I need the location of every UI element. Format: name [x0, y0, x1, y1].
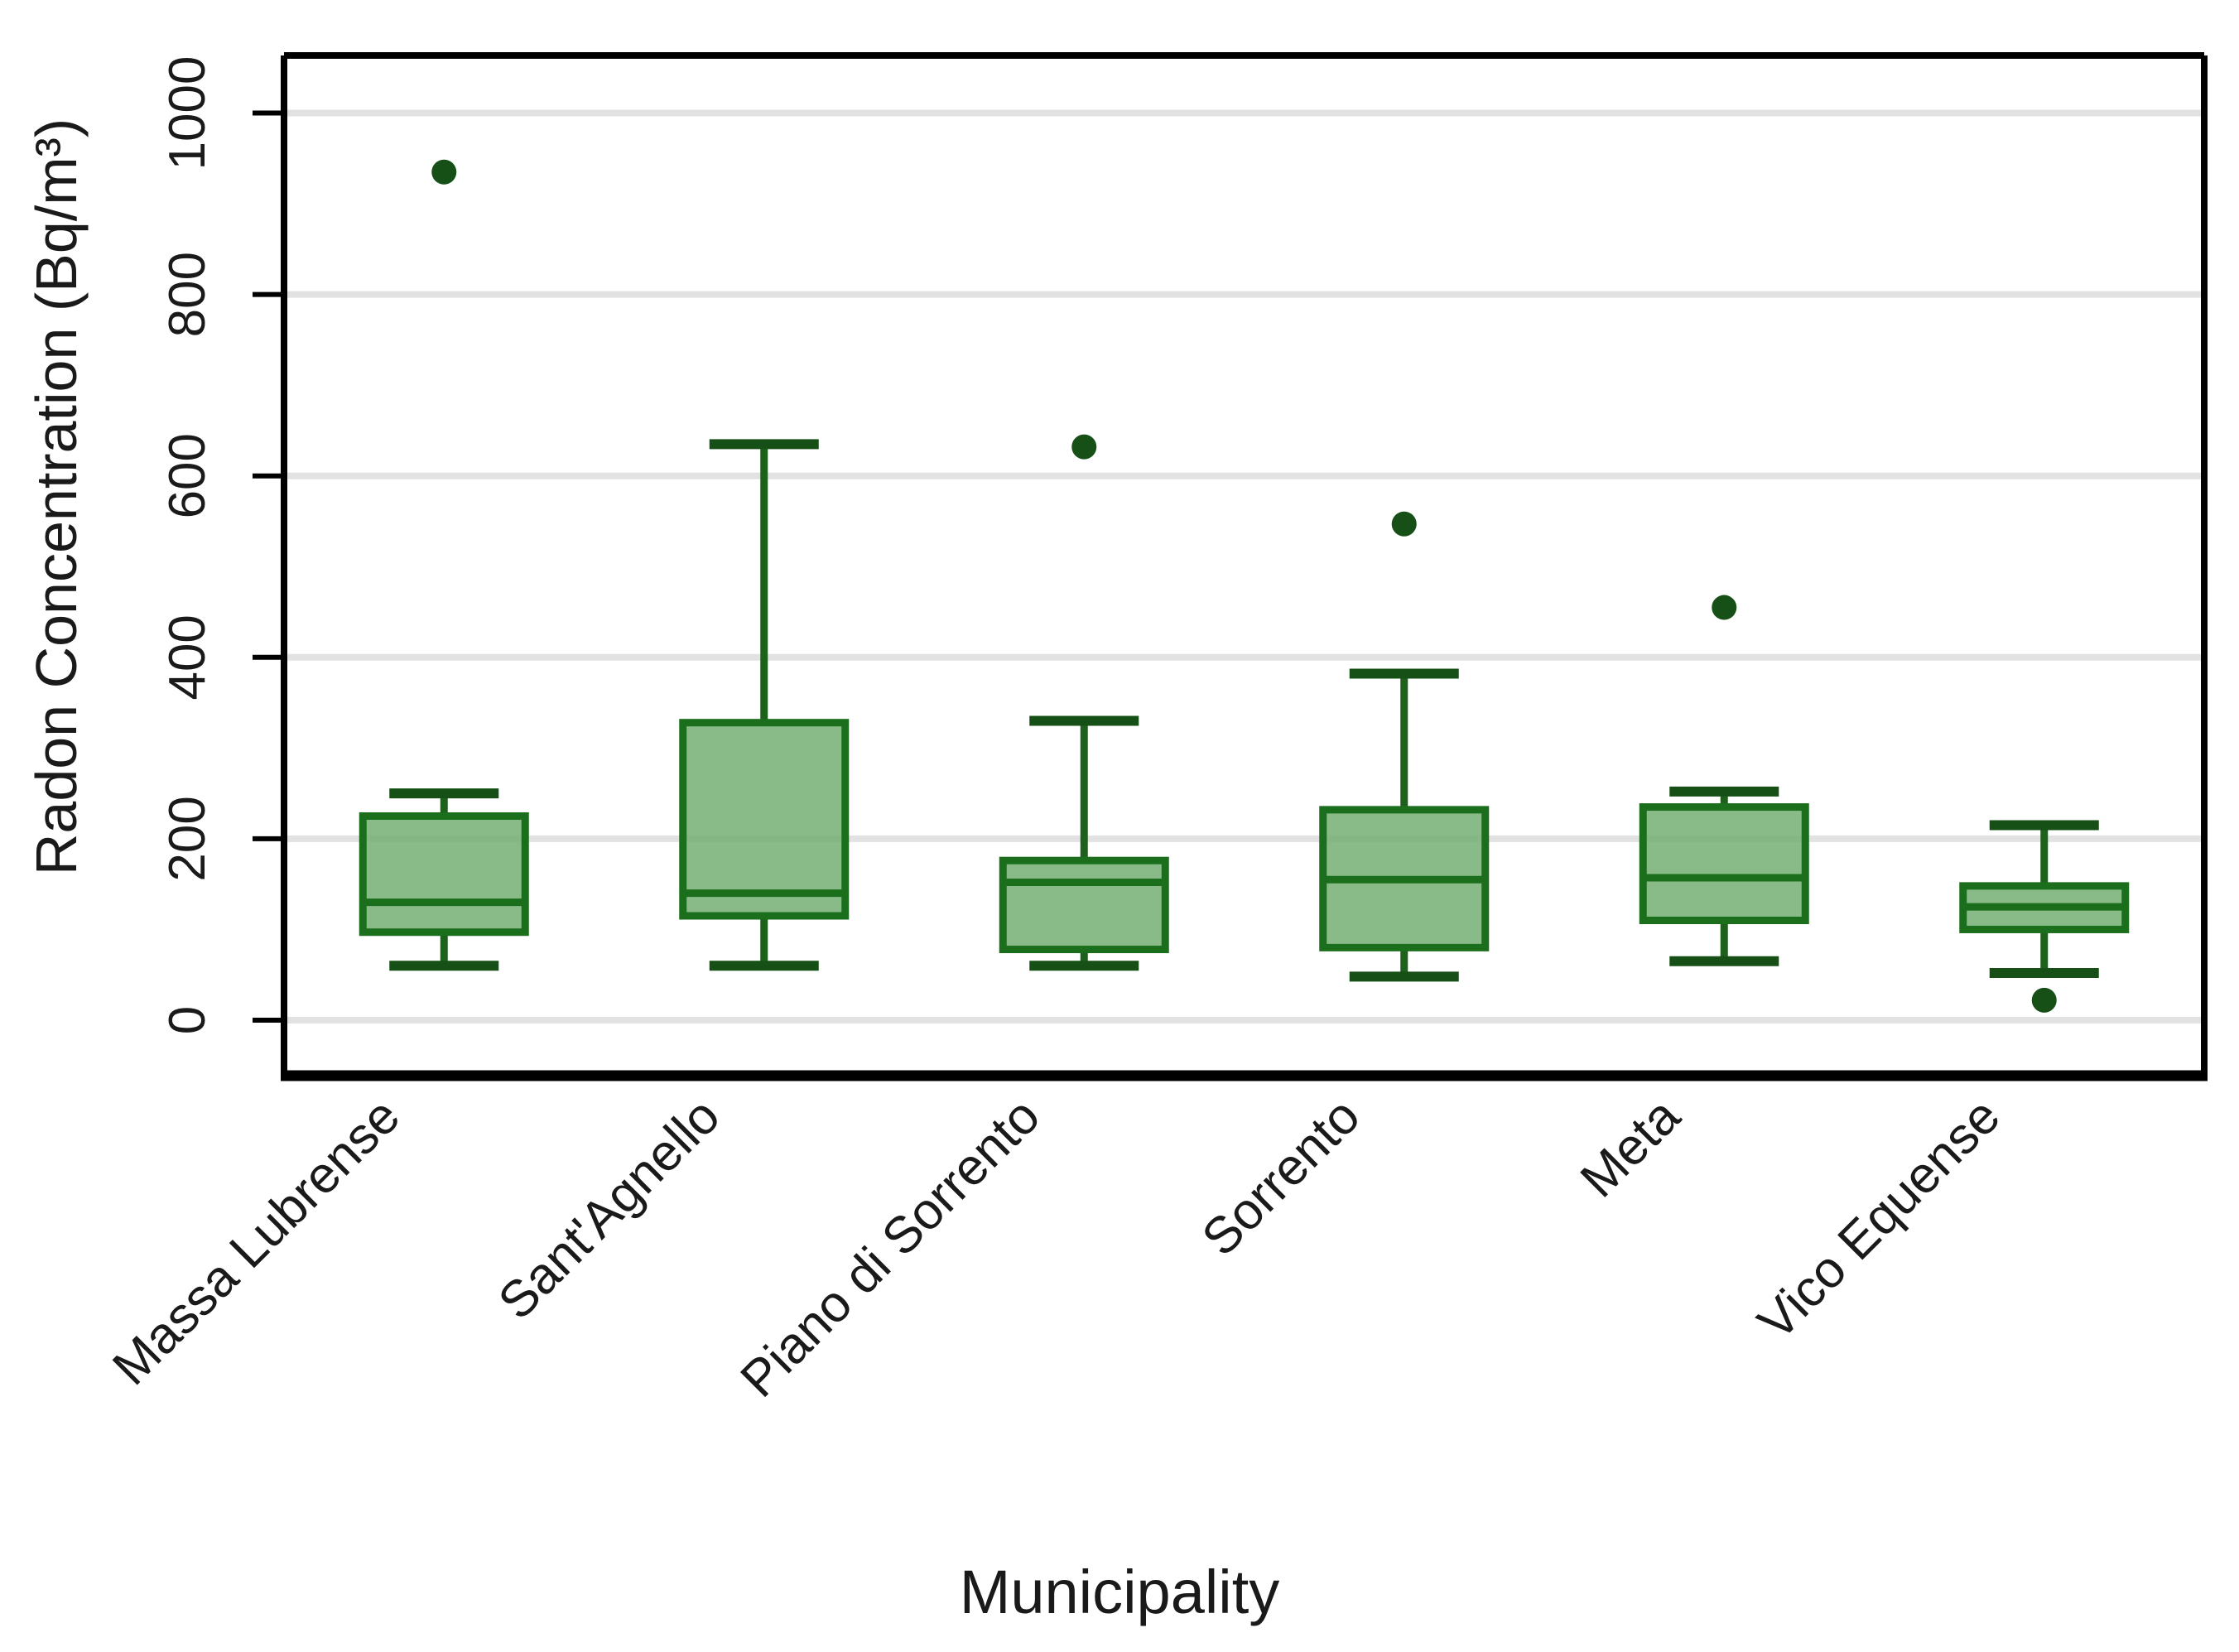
y-axis-ticks-group: 0 200 400 600 800 1000 [159, 56, 284, 1034]
boxplot-4 [1319, 511, 1490, 982]
y-tick-label-400: 400 [159, 614, 216, 700]
category-label-2: Sant'Agnello [488, 1087, 731, 1331]
outlier-dot [431, 159, 457, 185]
category-label-4: Sorrento [1192, 1087, 1371, 1267]
y-tick-label-1000: 1000 [159, 56, 216, 171]
y-axis-title: Radon Concentration (Bq/m³) [24, 118, 89, 875]
boxplot-6 [1959, 820, 2130, 1013]
category-label-6: Vico Equense [1747, 1087, 2011, 1351]
category-label-1: Massa Lubrense [102, 1087, 411, 1396]
category-label-3: Piano di Sorrento [730, 1087, 1052, 1409]
boxplot-series-group [359, 159, 2130, 1013]
outlier-dot [2031, 987, 2057, 1013]
x-axis-title: Municipality [960, 1558, 1280, 1626]
iqr-box [359, 812, 529, 937]
outlier-dot [1712, 595, 1737, 620]
boxplot-3 [999, 434, 1169, 971]
boxplot-2 [679, 439, 850, 971]
iqr-box [1639, 803, 1809, 924]
y-tick-label-800: 800 [159, 252, 216, 337]
iqr-box [679, 719, 850, 920]
boxplot-5 [1639, 595, 1809, 966]
outlier-dot [1071, 434, 1097, 460]
category-label-5: Meta [1570, 1087, 1692, 1209]
outlier-dot [1391, 511, 1417, 537]
iqr-box [999, 856, 1169, 954]
gridline-group [287, 109, 2201, 1023]
y-tick-label-600: 600 [159, 433, 216, 518]
plot-border [281, 52, 2208, 1081]
boxplot-1 [359, 159, 529, 971]
y-tick-label-200: 200 [159, 796, 216, 881]
y-tick-label-0: 0 [159, 1006, 216, 1034]
